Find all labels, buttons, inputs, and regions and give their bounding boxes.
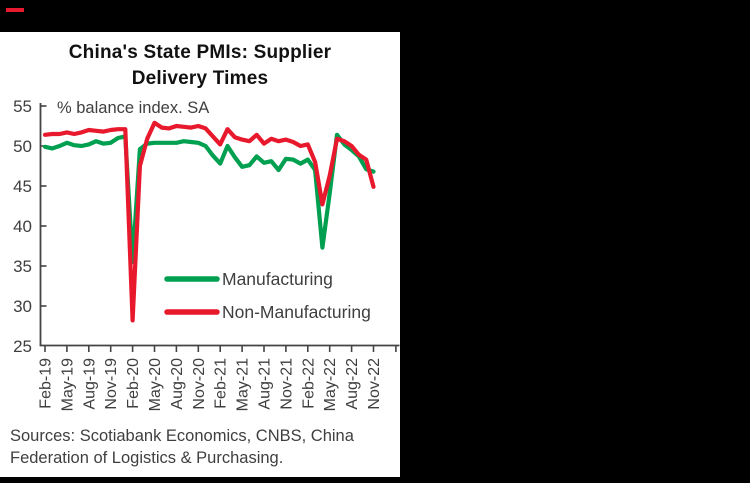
- y-axis-tick-label: 35: [13, 257, 32, 276]
- chart-title: China's State PMIs: Supplier Delivery Ti…: [0, 40, 400, 92]
- x-axis-tick-label: Nov-22: [366, 358, 383, 410]
- legend-label-manufacturing: Manufacturing: [222, 269, 333, 289]
- chart-title-line1: China's State PMIs: Supplier: [68, 42, 332, 63]
- x-axis-tick-label: May-21: [235, 358, 252, 411]
- x-axis-tick-label: Aug-20: [169, 358, 186, 410]
- y-axis-tick-label: 55: [13, 97, 32, 116]
- y-axis-tick-label: 30: [13, 297, 32, 316]
- x-axis-tick-label: May-22: [322, 358, 339, 411]
- y-axis-tick-label: 40: [13, 217, 32, 236]
- x-axis-tick-label: Nov-20: [191, 358, 208, 410]
- chart-panel: China's State PMIs: Supplier Delivery Ti…: [0, 32, 400, 477]
- x-axis-tick-label: May-19: [59, 358, 76, 411]
- y-axis-tick-label: 50: [13, 137, 32, 156]
- x-axis-tick-label: Nov-21: [278, 358, 295, 410]
- source-note: Sources: Scotiabank Economics, CNBS, Chi…: [10, 426, 396, 470]
- manufacturing-line: [42, 132, 376, 265]
- x-axis-tick-label: Aug-21: [257, 358, 274, 410]
- x-axis-tick-label: Aug-22: [344, 358, 361, 410]
- x-axis-tick-label: Feb-22: [300, 358, 317, 409]
- x-axis-tick-label: Feb-19: [38, 358, 55, 409]
- source-note-line1: Sources: Scotiabank Economics, CNBS, Chi…: [10, 427, 354, 445]
- pmi-line-chart: 55 50 45 40 35 30 25 Feb-19 May-19 Aug-19 Nov-19 Fe…: [13, 97, 400, 411]
- top-left-red-dash: [6, 8, 24, 12]
- x-axis-tick-label: Feb-21: [213, 358, 230, 409]
- x-axis-tick-label: Aug-19: [81, 358, 98, 410]
- axis-annotation: % balance index. SA: [57, 99, 209, 117]
- source-note-line2: Federation of Logistics & Purchasing.: [10, 448, 284, 467]
- x-axis-tick-label: May-20: [147, 358, 164, 411]
- y-axis-tick-label: 25: [13, 337, 32, 356]
- chart-title-line2: Delivery Times: [131, 68, 269, 89]
- legend-label-non-manufacturing: Non-Manufacturing: [222, 302, 371, 322]
- x-axis-tick-label: Nov-19: [103, 358, 120, 410]
- y-axis-tick-label: 45: [13, 177, 32, 196]
- non-manufacturing-line: [42, 120, 376, 323]
- x-axis-tick-label: Feb-20: [125, 358, 142, 409]
